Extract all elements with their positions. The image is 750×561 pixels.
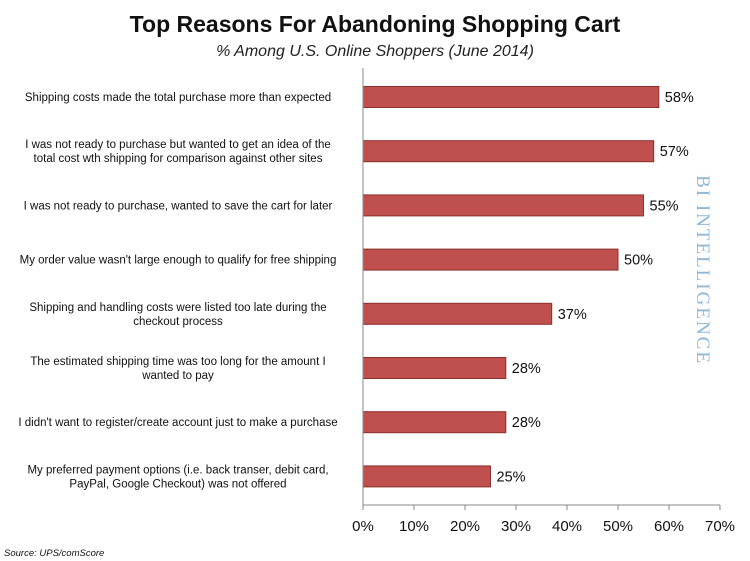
x-tick-label-2: 20% [450, 518, 480, 535]
x-tick-label-7: 70% [705, 518, 735, 535]
x-tick-label-5: 50% [603, 518, 633, 535]
bi-intelligence-watermark: BI INTELLIGENCE [692, 175, 713, 365]
bar-value-label-4: 50% [624, 253, 653, 269]
category-label-2: I was not ready to purchase but wanted t… [25, 139, 331, 165]
x-tick-label-1: 10% [399, 518, 429, 535]
bar-value-label-2: 57% [660, 144, 689, 160]
category-label-1: Shipping costs made the total purchase m… [25, 92, 331, 104]
category-label-7: I didn't want to register/create account… [18, 417, 337, 429]
x-tick-label-6: 60% [654, 518, 684, 535]
bar-value-label-8: 25% [497, 469, 526, 485]
chart-title: Top Reasons For Abandoning Shopping Cart [130, 11, 621, 37]
bar-3 [362, 194, 644, 217]
bar-4 [362, 248, 619, 271]
bar-5 [362, 302, 553, 325]
bar-1 [362, 86, 660, 108]
source-note: Source: UPS/comScore [4, 548, 104, 559]
category-label-6: The estimated shipping time was too long… [30, 356, 325, 382]
bar-2 [362, 140, 655, 163]
category-label-8: My preferred payment options (i.e. back … [27, 464, 328, 490]
category-label-4: My order value wasn't large enough to qu… [20, 255, 337, 267]
bar-value-label-6: 28% [512, 361, 541, 377]
x-tick-label-3: 30% [501, 518, 531, 535]
bar-7 [362, 411, 507, 434]
bar-value-label-1: 58% [665, 90, 694, 106]
category-label-5: Shipping and handling costs were listed … [29, 302, 326, 328]
x-tick-label-4: 40% [552, 518, 582, 535]
category-label-3: I was not ready to purchase, wanted to s… [24, 200, 333, 212]
x-tick-label-0: 0% [352, 518, 374, 535]
bar-value-label-3: 55% [650, 198, 679, 214]
bar-8 [362, 465, 491, 488]
chart-subtitle: % Among U.S. Online Shoppers (June 2014) [216, 43, 534, 60]
bar-6 [362, 357, 507, 379]
bar-value-label-7: 28% [512, 415, 541, 431]
bar-value-label-5: 37% [558, 307, 587, 323]
